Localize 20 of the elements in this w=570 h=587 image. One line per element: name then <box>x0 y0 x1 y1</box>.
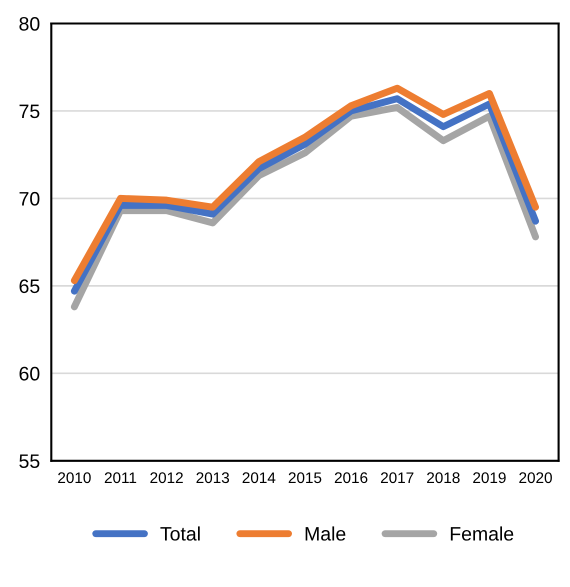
y-tick-label: 60 <box>20 366 40 381</box>
x-tick-label: 2020 <box>519 472 552 484</box>
x-tick-label: 2014 <box>242 472 276 484</box>
y-tick-label: 55 <box>19 454 40 468</box>
x-tick-label: 2015 <box>288 472 322 484</box>
x-tick-label: 2017 <box>380 472 414 484</box>
y-tick-label: 70 <box>20 192 40 206</box>
x-tick-label: 2013 <box>196 472 230 484</box>
x-tick-label: 2016 <box>334 472 368 484</box>
x-tick-label: 2019 <box>473 472 506 484</box>
y-tick-label: 75 <box>20 104 40 118</box>
x-tick-label: 2011 <box>104 472 136 484</box>
y-tick-label: 65 <box>20 279 40 294</box>
y-tick-label: 80 <box>19 16 40 31</box>
x-tick-label: 2010 <box>58 472 91 484</box>
legend-label: Total <box>160 526 200 541</box>
legend-label: Male <box>306 526 346 541</box>
legend-label: Female <box>450 526 514 541</box>
x-tick-label: 2012 <box>150 472 183 484</box>
x-tick-label: 2018 <box>427 472 460 484</box>
